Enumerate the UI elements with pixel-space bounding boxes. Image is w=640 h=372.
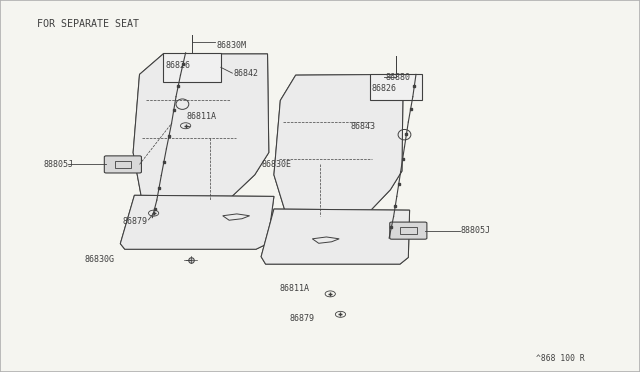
Text: 86826: 86826 [165,61,190,70]
Bar [115,161,131,168]
Text: 86826: 86826 [372,84,397,93]
Bar [400,227,417,234]
Polygon shape [261,209,410,264]
Text: 86879: 86879 [289,314,314,323]
Polygon shape [133,54,269,201]
Text: 86843: 86843 [351,122,376,131]
Text: 88805J: 88805J [461,226,491,235]
Text: 86830M: 86830M [216,41,246,50]
Text: 86880: 86880 [385,73,410,81]
Bar [163,53,221,82]
Text: 86811A: 86811A [187,112,217,121]
Bar [370,74,422,100]
Text: 86811A: 86811A [279,284,309,293]
Text: 86830G: 86830G [84,255,115,264]
Polygon shape [274,74,403,217]
Text: ^868 100 R: ^868 100 R [536,355,585,363]
FancyBboxPatch shape [390,222,427,239]
Text: 86842: 86842 [234,69,259,78]
Text: 86879: 86879 [123,217,148,226]
Text: FOR SEPARATE SEAT: FOR SEPARATE SEAT [37,19,139,29]
FancyBboxPatch shape [104,156,141,173]
Polygon shape [120,195,274,249]
Text: 88805J: 88805J [44,160,74,169]
Text: 86830E: 86830E [261,160,291,169]
